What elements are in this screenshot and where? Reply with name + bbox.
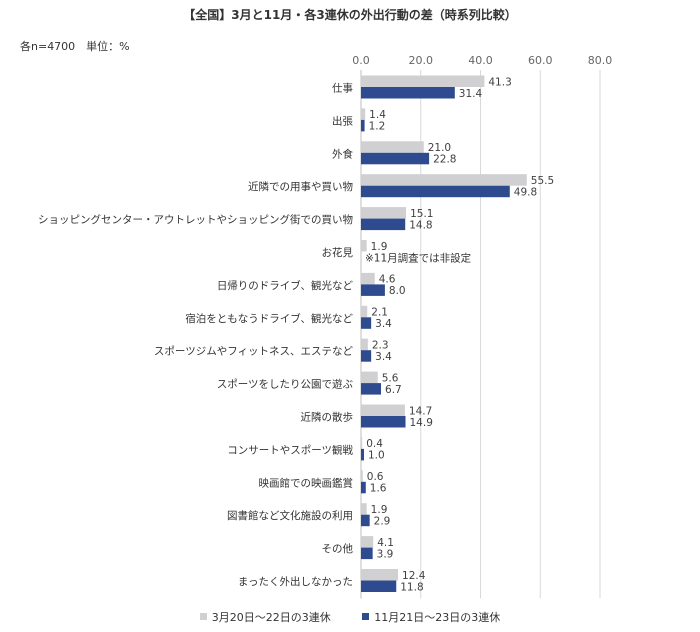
legend-item-november: 11月21日～23日の3連休 — [362, 609, 500, 625]
category-label: その他 — [322, 542, 354, 555]
bar-november — [361, 185, 510, 198]
bar-march — [361, 338, 368, 351]
data-label: 4.6 — [379, 274, 396, 286]
bar-march — [361, 174, 527, 186]
bar-march — [361, 437, 363, 449]
data-label: 15.1 — [410, 208, 433, 220]
data-label: 55.5 — [531, 175, 554, 187]
data-label: 14.7 — [409, 405, 432, 417]
bar-march — [361, 536, 374, 548]
category-label: ショッピングセンター・アウトレットやショッピング街での買い物 — [38, 213, 353, 226]
bar-november — [361, 218, 406, 231]
category-label: 図書館など文化施設の利用 — [227, 509, 353, 522]
data-label: 5.6 — [382, 372, 399, 384]
bar-chart: 0.0 20.0 40.0 60.0 80.0 仕事 41.3 31.4 出張 1.41.2 外食 2… — [38, 54, 613, 599]
bar-november — [361, 416, 406, 428]
bar-march — [361, 240, 367, 252]
bar-march — [361, 371, 378, 384]
data-label: 2.1 — [371, 307, 388, 319]
legend-swatch-march — [199, 613, 207, 620]
data-label: 3.9 — [377, 548, 394, 560]
bar-march — [361, 503, 367, 515]
data-label: 8.0 — [389, 285, 406, 297]
bar-november — [361, 350, 372, 362]
sample-note: 各n=4700 単位：% — [20, 40, 130, 53]
bar-november — [361, 383, 382, 395]
category-label: 宿泊をともなうドライブ、観光など — [185, 312, 353, 325]
bar-november — [361, 481, 366, 494]
bar-march — [361, 75, 485, 87]
data-label: 14.8 — [409, 219, 432, 231]
bar-march — [361, 470, 363, 482]
category-label: コンサートやスポーツ観戦 — [227, 443, 353, 456]
category-label: 日帰りのドライブ、観光など — [217, 279, 354, 292]
data-label: 1.2 — [369, 121, 386, 133]
category-label: 近隣の散歩 — [301, 410, 354, 423]
data-label: 22.8 — [433, 154, 456, 166]
bar-november — [361, 317, 372, 329]
annotation: ※11月調査では非設定 — [365, 251, 472, 264]
data-label: 3.4 — [375, 318, 392, 330]
category-label: 外食 — [332, 147, 353, 160]
bar-march — [361, 305, 368, 318]
bar-march — [361, 207, 407, 219]
bar-november — [361, 448, 364, 461]
legend-item-march: 3月20日～22日の3連休 — [199, 609, 331, 625]
data-label: 1.9 — [371, 241, 388, 253]
data-label: 1.9 — [371, 504, 388, 516]
data-label: 0.6 — [367, 471, 384, 483]
category-label: お花見 — [322, 246, 354, 259]
category-label: 映画館での映画鑑賞 — [259, 476, 354, 489]
bar-march — [361, 404, 405, 416]
data-label: 21.0 — [428, 142, 451, 154]
tick-label: 20.0 — [409, 54, 434, 67]
data-label: 1.6 — [370, 483, 387, 495]
bar-november — [361, 580, 397, 592]
legend: 3月20日～22日の3連休 11月21日～23日の3連休 — [0, 609, 700, 625]
data-label: 1.0 — [368, 450, 385, 462]
bar-march — [361, 141, 424, 153]
data-label: 49.8 — [514, 186, 537, 198]
data-label: 31.4 — [459, 88, 483, 100]
bar-november — [361, 152, 430, 165]
data-label: 0.4 — [366, 438, 383, 450]
data-label: 6.7 — [385, 384, 402, 396]
data-label: 3.4 — [375, 351, 392, 363]
tick-label: 60.0 — [528, 54, 553, 67]
tick-label: 80.0 — [588, 54, 613, 67]
bar-november — [361, 119, 365, 132]
category-label: スポーツジムやフィットネス、エステなど — [154, 346, 354, 358]
data-label: 41.3 — [488, 76, 511, 88]
bar-march — [361, 272, 375, 285]
legend-swatch-november — [362, 613, 370, 620]
data-label: 14.9 — [410, 417, 433, 429]
legend-label-november: 11月21日～23日の3連休 — [374, 611, 501, 624]
data-label: 11.8 — [400, 581, 423, 593]
bar-november — [361, 547, 373, 560]
data-label: 4.1 — [377, 537, 394, 549]
data-label: 1.4 — [369, 109, 386, 121]
chart-title: 【全国】3月と11月・各3連休の外出行動の差（時系列比較） — [183, 8, 517, 22]
bar-march — [361, 569, 399, 581]
data-label: 2.9 — [374, 515, 391, 527]
bar-march — [361, 108, 366, 120]
tick-label: 40.0 — [468, 54, 493, 67]
category-label: 仕事 — [332, 81, 353, 94]
bar-november — [361, 284, 385, 296]
category-label: まったく外出しなかった — [238, 575, 353, 588]
bar-november — [361, 87, 455, 99]
bar-november — [361, 514, 370, 527]
category-label: 近隣での用事や買い物 — [248, 180, 353, 193]
data-label: 12.4 — [402, 570, 426, 582]
category-label: スポーツをしたり公園で遊ぶ — [217, 378, 354, 391]
data-label: 2.3 — [372, 339, 389, 351]
legend-label-march: 3月20日～22日の3連休 — [211, 611, 331, 624]
tick-label: 0.0 — [352, 54, 370, 67]
category-label: 出張 — [332, 114, 353, 127]
